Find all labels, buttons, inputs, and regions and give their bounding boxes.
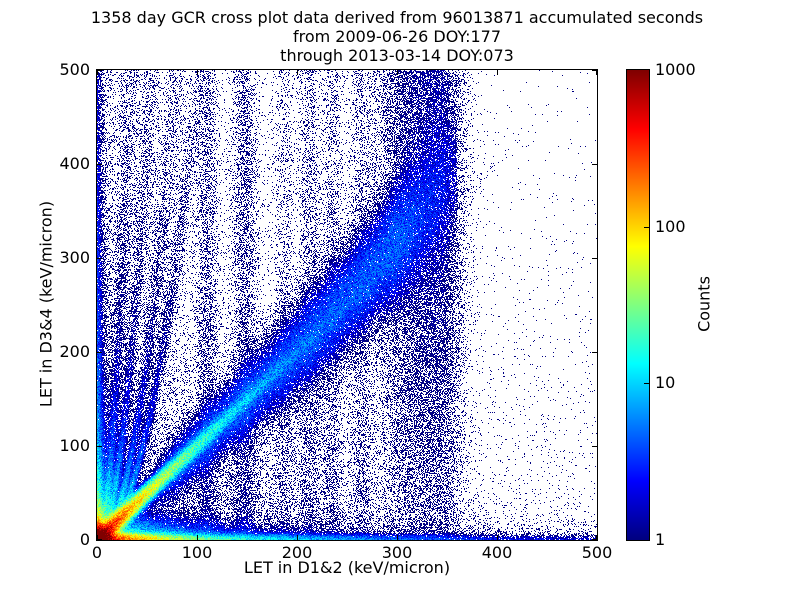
chart-title-line-1: 1358 day GCR cross plot data derived fro… xyxy=(90,8,704,27)
y-tick-label: 500 xyxy=(59,60,90,79)
x-tick-label: 300 xyxy=(381,543,413,562)
x-tick-label: 500 xyxy=(581,543,613,562)
colorbar-tick-label: 1 xyxy=(655,530,666,549)
x-axis-label: LET in D1&2 (keV/micron) xyxy=(243,558,451,577)
y-tick-label: 400 xyxy=(59,154,90,173)
y-axis-label: LET in D3&4 (keV/micron) xyxy=(36,200,56,408)
y-tick-label: 200 xyxy=(59,342,90,361)
colorbar-tick-label: 10 xyxy=(655,373,676,393)
colorbar-tick-label: 100 xyxy=(655,216,686,236)
colorbar-tick-label: 1000 xyxy=(655,60,696,79)
heatmap-canvas xyxy=(97,70,597,540)
x-tick-label: 400 xyxy=(481,543,513,562)
x-tick-label: 100 xyxy=(181,543,213,562)
chart-title-line-3: through 2013-03-14 DOY:073 xyxy=(280,46,514,65)
y-tick-label: 300 xyxy=(59,248,90,267)
y-tick-label: 100 xyxy=(59,436,90,455)
x-tick-label: 0 xyxy=(91,543,103,562)
chart-title-line-2: from 2009-06-26 DOY:177 xyxy=(292,27,501,46)
colorbar-frame xyxy=(626,69,650,541)
colorbar-label: Counts xyxy=(694,276,714,332)
x-tick-label: 200 xyxy=(281,543,313,562)
plot-area-frame xyxy=(96,69,598,541)
y-tick-label: 0 xyxy=(79,530,90,549)
colorbar-canvas xyxy=(627,70,649,540)
